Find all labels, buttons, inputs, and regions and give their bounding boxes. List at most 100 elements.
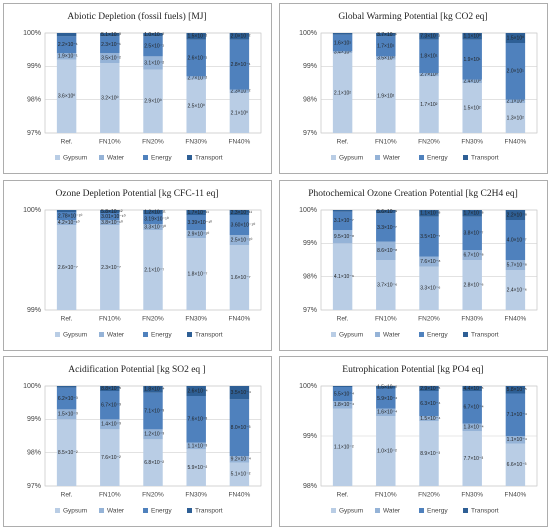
chart-panel: Acidification Potential [kg SO2 eq ] 97% 9… bbox=[3, 356, 272, 527]
bar-segment bbox=[376, 56, 396, 60]
segment-label: 1.2×10⁻³ bbox=[144, 432, 164, 438]
segment-label: 1.0×10⁻² bbox=[144, 32, 164, 38]
bar-segment bbox=[56, 387, 77, 410]
segment-label: 4.4×10⁻⁵ bbox=[463, 386, 483, 392]
bar-segment bbox=[229, 462, 250, 486]
bar-segment bbox=[419, 386, 439, 391]
segment-label: 1.6×10⁻⁷ bbox=[231, 275, 251, 281]
legend-label: Water bbox=[383, 155, 401, 162]
segment-label: 1.9×10¹ bbox=[463, 57, 480, 63]
segment-label: 2.6×10⁻⁴ bbox=[187, 388, 207, 394]
segment-label: 1.9×10⁻¹ bbox=[58, 54, 78, 60]
y-tick-label: 98% bbox=[303, 274, 317, 281]
bar-segment bbox=[419, 76, 439, 133]
segment-label: 3.6×10⁰ bbox=[58, 94, 75, 100]
segment-label: 5.1×10⁻³ bbox=[101, 32, 121, 38]
segment-label: 6.8×10⁻² bbox=[144, 460, 164, 466]
y-tick-label: 100% bbox=[23, 30, 41, 37]
bar-segment bbox=[186, 449, 206, 486]
bar-segment bbox=[332, 211, 353, 230]
legend-swatch bbox=[143, 155, 148, 160]
bar-segment bbox=[186, 39, 206, 77]
bar-segment bbox=[332, 230, 353, 244]
bar-segment bbox=[332, 243, 353, 310]
y-tick-label: 99% bbox=[27, 63, 41, 70]
legend-label: Energy bbox=[151, 332, 172, 339]
bar-segment bbox=[332, 51, 353, 53]
bar-segment bbox=[143, 439, 163, 486]
y-tick-label: 97% bbox=[303, 130, 317, 137]
legend-label: Transport bbox=[471, 155, 499, 162]
legend-swatch bbox=[99, 332, 104, 337]
bar-segment bbox=[143, 230, 163, 310]
x-tick-label: FN30% bbox=[461, 139, 483, 146]
segment-label: 2.1×10⁰ bbox=[231, 110, 248, 116]
bar-segment bbox=[229, 33, 250, 40]
bar-segment bbox=[462, 39, 482, 80]
y-tick-label: 99% bbox=[303, 240, 317, 247]
bar-segment bbox=[505, 99, 526, 103]
x-tick-label: FN40% bbox=[505, 492, 527, 499]
x-tick-label: FN10% bbox=[99, 316, 121, 323]
x-tick-label: FN30% bbox=[185, 492, 207, 499]
segment-label: 1.1×10⁻⁸ bbox=[420, 211, 440, 217]
segment-label: 2.3×10⁻² bbox=[231, 89, 251, 95]
segment-label: 2.7×10⁻² bbox=[187, 75, 207, 81]
x-tick-label: FN10% bbox=[99, 139, 121, 146]
y-tick-label: 98% bbox=[303, 483, 317, 490]
bar-segment bbox=[419, 266, 439, 310]
segment-label: 1.7×10⁻⁸ bbox=[463, 211, 483, 217]
segment-label: 2.8×10⁻¹ bbox=[231, 62, 251, 68]
bar-segment bbox=[56, 53, 77, 60]
legend-label: Water bbox=[107, 155, 125, 162]
y-tick-label: 97% bbox=[27, 483, 41, 490]
segment-label: 6.2×10⁻³ bbox=[58, 396, 78, 402]
segment-label: 2.3×10⁻⁷ bbox=[101, 265, 121, 271]
bar-segment bbox=[462, 216, 482, 250]
legend-label: Water bbox=[383, 508, 401, 515]
segment-label: 7.1×10⁻³ bbox=[144, 408, 164, 414]
segment-label: 1.8×10¹ bbox=[420, 54, 437, 60]
bar-segment bbox=[143, 392, 163, 430]
segment-label: 7.6×10⁻⁸ bbox=[420, 259, 440, 265]
bar-segment bbox=[505, 436, 526, 444]
segment-label: 1.8×10⁻⁴ bbox=[144, 387, 164, 393]
x-tick-label: FN20% bbox=[142, 139, 164, 146]
bar-segment bbox=[376, 59, 396, 133]
bar-segment bbox=[332, 401, 353, 409]
segment-label: 6.7×10⁻⁸ bbox=[463, 252, 483, 258]
segment-label: 5.1×10⁻² bbox=[231, 472, 251, 478]
bar-segment bbox=[505, 43, 526, 100]
bar-segment bbox=[186, 386, 206, 396]
legend-swatch bbox=[375, 508, 380, 513]
segment-label: 5.9×10⁻⁴ bbox=[377, 396, 397, 402]
x-tick-label: Ref. bbox=[337, 139, 349, 146]
chart-title: Photochemical Ozone Creation Potential [… bbox=[308, 189, 517, 199]
legend-swatch bbox=[99, 508, 104, 513]
bar-segment bbox=[462, 79, 482, 83]
bar-segment bbox=[100, 36, 120, 53]
bar-segment bbox=[505, 260, 526, 270]
legend-swatch bbox=[55, 508, 60, 513]
bar-segment bbox=[186, 79, 206, 133]
legend-swatch bbox=[55, 155, 60, 160]
x-tick-label: FN10% bbox=[375, 139, 397, 146]
bar-segment bbox=[376, 33, 396, 37]
segment-label: 1.2×10⁻¹¹ bbox=[144, 209, 166, 215]
legend-label: Water bbox=[383, 332, 401, 339]
segment-label: 1.5×10⁻² bbox=[187, 34, 207, 40]
bar-segment bbox=[376, 213, 396, 242]
bar-segment bbox=[143, 386, 163, 393]
bar-segment bbox=[229, 399, 250, 456]
panel-border bbox=[3, 3, 272, 174]
chart-title: Ozone Depletion Potential [kg CFC-11 eq] bbox=[56, 189, 219, 199]
y-tick-label: 100% bbox=[23, 207, 41, 214]
bar-segment bbox=[332, 386, 353, 387]
segment-label: 1.7×10¹ bbox=[377, 44, 394, 50]
segment-label: 2.9×10⁻¹⁰ bbox=[187, 231, 209, 237]
bar-segment bbox=[100, 386, 120, 391]
bar-segment bbox=[56, 212, 77, 220]
bar-segment bbox=[143, 36, 163, 57]
bar-segment bbox=[419, 73, 439, 77]
bar-segment bbox=[100, 210, 120, 213]
